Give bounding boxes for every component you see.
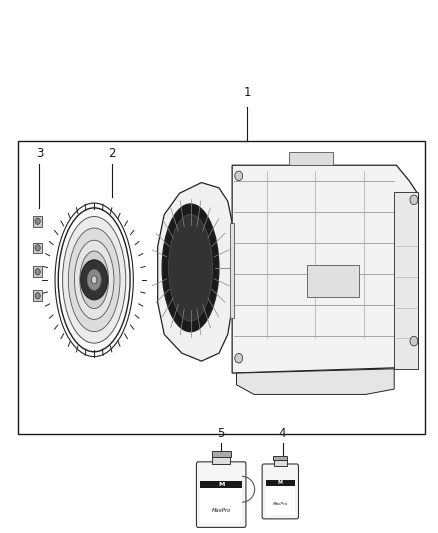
Ellipse shape [58, 208, 130, 352]
Ellipse shape [74, 240, 114, 319]
FancyBboxPatch shape [262, 464, 299, 519]
Polygon shape [230, 223, 234, 319]
Circle shape [235, 171, 243, 181]
Bar [33, 266, 42, 277]
Ellipse shape [80, 251, 109, 309]
Ellipse shape [162, 204, 219, 332]
Circle shape [35, 218, 40, 224]
Circle shape [35, 245, 40, 251]
Bar [265, 480, 295, 486]
Bar [18, 141, 425, 434]
Text: MaxPro: MaxPro [212, 508, 231, 513]
Text: M: M [278, 480, 283, 485]
Ellipse shape [92, 276, 97, 284]
Text: 3: 3 [36, 147, 43, 160]
Polygon shape [237, 369, 394, 394]
Polygon shape [158, 182, 232, 361]
Circle shape [35, 293, 40, 299]
Text: 2: 2 [108, 147, 116, 160]
Bar [289, 152, 333, 165]
Bar [212, 451, 231, 457]
Bar [265, 485, 295, 515]
Circle shape [410, 195, 418, 205]
Bar [273, 456, 287, 460]
Ellipse shape [63, 216, 126, 343]
Bar [212, 457, 230, 464]
Bar [33, 216, 42, 227]
Ellipse shape [81, 260, 108, 300]
Text: 4: 4 [279, 427, 286, 440]
Circle shape [235, 353, 243, 363]
Bar [33, 290, 42, 301]
Ellipse shape [68, 228, 120, 332]
Bar [33, 243, 42, 253]
Bar [394, 192, 418, 369]
Circle shape [410, 336, 418, 346]
Bar [200, 488, 243, 523]
Text: 1: 1 [244, 86, 251, 99]
Polygon shape [232, 165, 418, 373]
Text: 5: 5 [218, 427, 225, 440]
Ellipse shape [87, 269, 101, 290]
Text: MaxPro: MaxPro [273, 503, 288, 506]
Bar [307, 265, 359, 297]
Circle shape [35, 269, 40, 275]
FancyBboxPatch shape [196, 462, 246, 528]
Ellipse shape [169, 215, 212, 321]
Bar [274, 460, 286, 466]
Text: M: M [218, 482, 224, 487]
Bar [200, 481, 243, 488]
